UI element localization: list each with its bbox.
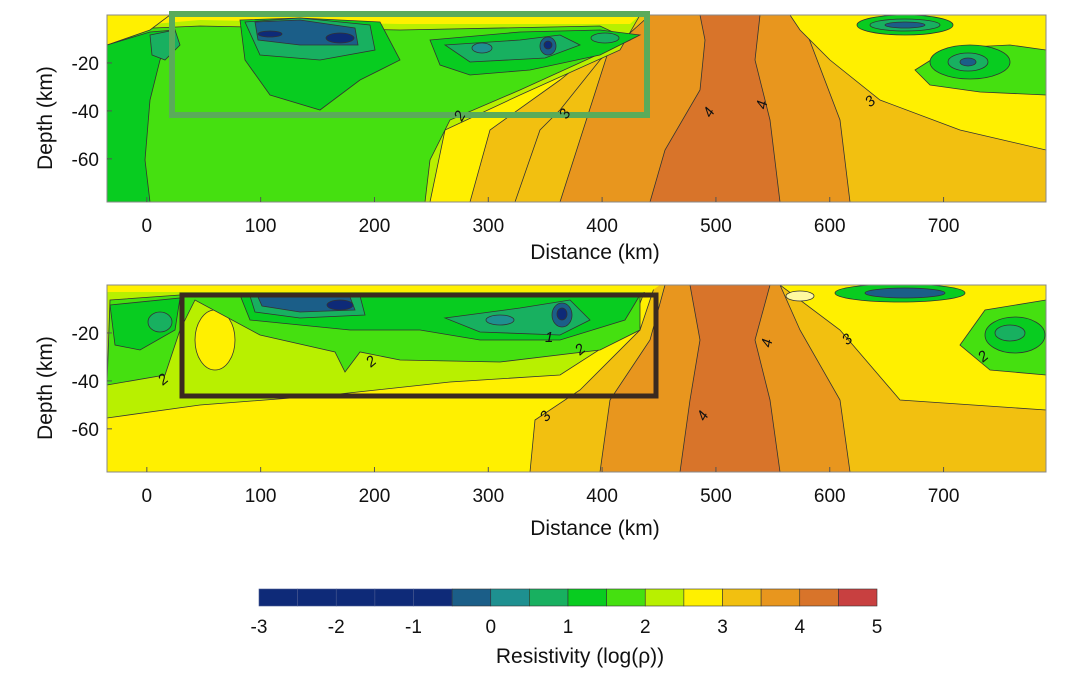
colorbar-cell (606, 588, 646, 607)
x-tick-label: 600 (814, 216, 846, 237)
x-tick-label: 600 (814, 486, 846, 507)
colorbar-cell (335, 588, 376, 607)
x-tick-label: 500 (700, 486, 732, 507)
x-tick-label: 200 (359, 486, 391, 507)
x-tick-label: 300 (472, 486, 504, 507)
colorbar-cell (722, 588, 762, 607)
y-tick-label: -40 (72, 372, 99, 393)
colorbar-cell (799, 588, 839, 607)
colorbar-tick-label: 1 (563, 617, 574, 638)
x-tick-label: 200 (359, 216, 391, 237)
contour-label: 4 (753, 99, 771, 110)
colorbar-cell (451, 588, 492, 607)
colorbar-tick-label: -1 (405, 617, 422, 638)
colorbar-cell (490, 588, 530, 607)
x-tick-label: 100 (245, 216, 277, 237)
colorbar-tick-label: -2 (328, 617, 345, 638)
x-tick-label: 500 (700, 216, 732, 237)
y-tick-label: -40 (72, 102, 99, 123)
contour-label: 1 (545, 329, 553, 346)
colorbar-tick-label: 2 (640, 617, 651, 638)
colorbar-cell (258, 588, 298, 607)
x-tick-label: 100 (245, 486, 277, 507)
band-4-4.5 (649, 15, 781, 202)
colorbar-cell (838, 588, 878, 607)
colorbar-cell (683, 588, 723, 607)
colorbar-tick-label: -3 (251, 617, 268, 638)
x-tick-label: 0 (142, 486, 153, 507)
x-tick-label: 700 (928, 216, 960, 237)
x-tick-label: 400 (586, 216, 618, 237)
contour-label: 4 (758, 337, 776, 348)
top-resistivity-section (107, 15, 1046, 202)
left-green (107, 29, 176, 202)
colorbar-cell (413, 588, 453, 607)
colorbar: -3 -2 -1 0 1 2 3 4 5 (251, 588, 883, 638)
bottom-resistivity-section (107, 285, 1046, 472)
bottom-highlight-box (179, 292, 659, 399)
colorbar-label: Resistivity (log(ρ)) (496, 645, 664, 668)
colorbar-tick-label: 4 (794, 617, 805, 638)
bottom-y-axis-label: Depth (km) (34, 336, 57, 440)
colorbar-cell (567, 588, 607, 607)
colorbar-cell (760, 588, 801, 607)
colorbar-tick-label: 3 (717, 617, 728, 638)
top-highlight-box (169, 11, 650, 118)
y-tick-label: -20 (72, 54, 99, 75)
y-tick-label: -20 (72, 324, 99, 345)
colorbar-tick-label: 0 (485, 617, 496, 638)
band-4-4.5 (679, 285, 781, 472)
x-tick-label: 0 (142, 216, 153, 237)
bottom-axes: 0 100 200 300 400 500 600 700 -20 -40 -60 (72, 324, 960, 507)
top-y-axis-label: Depth (km) (34, 66, 57, 170)
colorbar-tick-label: 5 (872, 617, 883, 638)
top-axes: 0 100 200 300 400 500 600 700 -20 -40 -60 (72, 54, 960, 237)
top-x-axis-label: Distance (km) (530, 241, 660, 264)
colorbar-cell (529, 588, 569, 607)
colorbar-cell (374, 588, 414, 607)
y-tick-label: -60 (72, 150, 99, 171)
bottom-x-axis-label: Distance (km) (530, 517, 660, 540)
x-tick-label: 700 (928, 486, 960, 507)
y-tick-label: -60 (72, 420, 99, 441)
x-tick-label: 400 (586, 486, 618, 507)
colorbar-cell (644, 588, 685, 607)
x-tick-label: 300 (472, 216, 504, 237)
colorbar-cell (297, 588, 337, 607)
